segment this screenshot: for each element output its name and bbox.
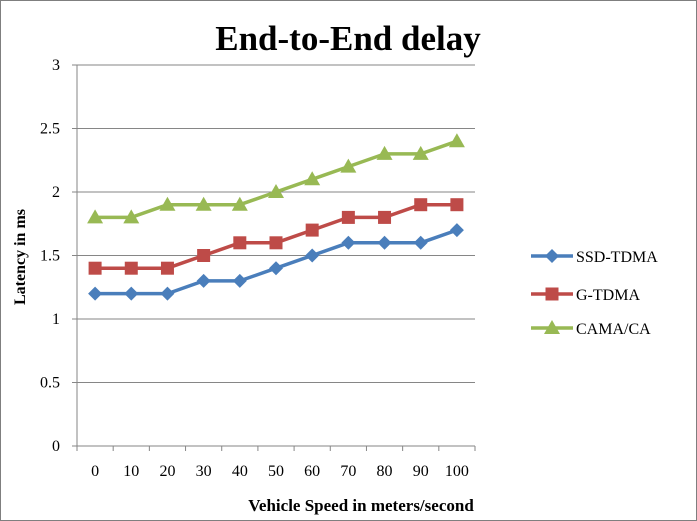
data-point-g-tdma <box>88 261 102 275</box>
x-tick-labels: 0 10 20 30 40 50 60 70 80 90 100 <box>91 463 469 480</box>
legend-marker-g-tdma <box>545 287 559 301</box>
legend-label-ssd-tdma: SSD-TDMA <box>576 249 658 266</box>
data-point-g-tdma <box>269 236 283 250</box>
y-tick-labels: 0 0.5 1 1.5 2 2.5 3 <box>40 57 60 455</box>
x-tick-label: 100 <box>445 463 469 480</box>
x-tick-label: 10 <box>123 463 139 480</box>
data-point-ssd-tdma <box>160 286 175 301</box>
data-point-ssd-tdma <box>341 235 356 250</box>
legend-marker-ssd-tdma <box>545 249 559 263</box>
data-point-cama-ca <box>231 196 248 211</box>
x-tick-label: 70 <box>340 463 356 480</box>
data-point-ssd-tdma <box>377 235 392 250</box>
data-point-ssd-tdma <box>124 286 139 301</box>
y-tick-label: 1 <box>52 311 60 328</box>
y-tick-label: 2 <box>52 184 60 201</box>
data-point-ssd-tdma <box>305 248 320 263</box>
x-tick-label: 20 <box>159 463 175 480</box>
gridlines <box>77 64 475 383</box>
data-point-g-tdma <box>378 210 392 224</box>
y-axis-label: Latency in ms <box>12 209 29 305</box>
data-point-cama-ca <box>376 145 393 160</box>
x-tick-label: 50 <box>268 463 284 480</box>
x-tick-label: 40 <box>232 463 248 480</box>
data-point-g-tdma <box>341 210 355 224</box>
x-tick-label: 0 <box>91 463 99 480</box>
legend-item-ssd-tdma: SSD-TDMA <box>531 249 658 266</box>
data-point-cama-ca <box>195 196 212 211</box>
x-tick-label: 90 <box>413 463 429 480</box>
legend: SSD-TDMA G-TDMA CAMA/CA <box>531 249 658 338</box>
data-point-g-tdma <box>124 261 138 275</box>
data-point-g-tdma <box>305 223 319 237</box>
data-point-g-tdma <box>450 198 464 212</box>
data-point-cama-ca <box>340 158 357 173</box>
series-g-tdma <box>88 198 464 275</box>
data-point-ssd-tdma <box>196 273 211 288</box>
legend-marker-cama-ca <box>544 320 560 334</box>
y-tick-label: 2.5 <box>40 121 60 138</box>
data-point-cama-ca <box>304 171 321 186</box>
y-tick-label: 0.5 <box>40 375 60 392</box>
series-ssd-tdma <box>88 223 464 301</box>
data-point-cama-ca <box>412 145 429 160</box>
data-point-cama-ca <box>268 184 284 198</box>
y-tick-label: 0 <box>52 438 60 455</box>
data-point-cama-ca <box>123 209 140 224</box>
data-point-cama-ca <box>159 196 176 211</box>
data-point-ssd-tdma <box>88 286 103 301</box>
series-group <box>87 133 465 301</box>
data-point-g-tdma <box>233 236 247 250</box>
data-point-g-tdma <box>197 249 211 262</box>
x-tick-label: 80 <box>377 463 393 480</box>
data-point-g-tdma <box>414 198 428 212</box>
legend-label-g-tdma: G-TDMA <box>576 287 640 304</box>
x-axis-label: Vehicle Speed in meters/second <box>248 496 474 515</box>
series-line-cama-ca <box>95 139 458 220</box>
y-tick-label: 3 <box>52 57 60 74</box>
data-point-ssd-tdma <box>449 223 464 238</box>
series-cama-ca <box>87 133 465 224</box>
data-point-cama-ca <box>87 209 104 224</box>
data-point-ssd-tdma <box>413 235 428 250</box>
data-point-cama-ca <box>448 133 465 148</box>
x-tick-label: 30 <box>196 463 212 480</box>
axes <box>72 64 476 451</box>
data-point-ssd-tdma <box>232 273 247 288</box>
chart-title: End-to-End delay <box>215 19 481 58</box>
data-point-g-tdma <box>160 261 174 275</box>
y-tick-label: 1.5 <box>40 248 60 265</box>
legend-item-cama-ca: CAMA/CA <box>531 320 651 338</box>
legend-item-g-tdma: G-TDMA <box>531 287 640 304</box>
x-tick-label: 60 <box>304 463 320 480</box>
legend-label-cama-ca: CAMA/CA <box>576 321 651 338</box>
data-point-ssd-tdma <box>269 261 283 276</box>
